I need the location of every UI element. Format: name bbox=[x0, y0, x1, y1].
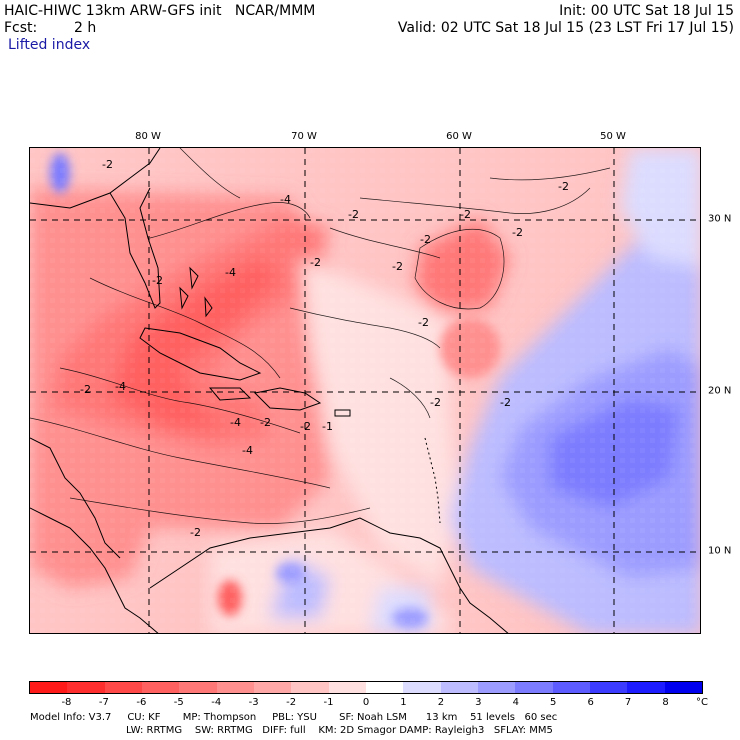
contour-label: -4 bbox=[225, 266, 236, 279]
colorbar-swatch bbox=[440, 682, 478, 693]
contour-label: -2 bbox=[260, 416, 271, 429]
south-america-north-coast bbox=[149, 517, 509, 633]
colorbar-swatch bbox=[664, 682, 702, 693]
colorbar-swatch bbox=[328, 682, 366, 693]
colorbar-tick-label: -5 bbox=[173, 697, 184, 708]
jamaica-coast bbox=[208, 387, 252, 401]
cuba-coast bbox=[139, 327, 262, 381]
contour-label: -2 bbox=[430, 396, 441, 409]
us-gulf-coast bbox=[30, 148, 161, 209]
colorbar-tick-label: -4 bbox=[211, 697, 222, 708]
contour-label: -2 bbox=[512, 226, 523, 239]
colorbar-swatch bbox=[67, 682, 105, 693]
colorbar-swatch bbox=[30, 682, 68, 693]
lesser-antilles bbox=[424, 437, 441, 524]
colorbar-swatch bbox=[104, 682, 142, 693]
colorbar-tick-label: -2 bbox=[286, 697, 297, 708]
colorbar-unit: °C bbox=[696, 697, 708, 708]
colorbar-tick-label: 2 bbox=[437, 697, 445, 708]
valid-time: Valid: 02 UTC Sat 18 Jul 15 (23 LST Fri … bbox=[397, 20, 734, 36]
lat-lon-grid bbox=[30, 148, 700, 633]
contour-label: -4 bbox=[280, 193, 291, 206]
contour-label: -2 bbox=[420, 233, 431, 246]
model-info-line1: Model Info: V3.7 CU: KF MP: Thompson PBL… bbox=[30, 712, 558, 723]
colorbar-swatch bbox=[515, 682, 553, 693]
contour-label: -2 bbox=[418, 316, 429, 329]
colorbar-swatch bbox=[365, 682, 404, 693]
central-america-west-coast bbox=[30, 507, 159, 633]
colorbar-tick-label: 6 bbox=[587, 697, 594, 708]
colorbar-tick-label: 8 bbox=[662, 697, 669, 708]
colorbar-tick-label: 4 bbox=[512, 697, 519, 708]
colorbar-swatch bbox=[291, 682, 329, 693]
colorbar-tick-label: -1 bbox=[323, 697, 334, 708]
contour-label: -2 bbox=[500, 396, 511, 409]
colorbar-tick-label: -8 bbox=[61, 697, 72, 708]
colorbar-swatch bbox=[477, 682, 516, 693]
field-name: Lifted index bbox=[8, 37, 91, 53]
lat-label-10n: 10 N bbox=[708, 545, 732, 557]
forecast-hour: 2 h bbox=[74, 20, 97, 36]
model-title: HAIC-HIWC 13km ARW-GFS init NCAR/MMM bbox=[4, 3, 316, 19]
lon-label-70w: 70 W bbox=[291, 131, 317, 142]
contour-label: -2 bbox=[190, 526, 201, 539]
colorbar-swatch bbox=[552, 682, 590, 693]
hispaniola-coast bbox=[253, 387, 322, 411]
contour-label: -2 bbox=[558, 180, 569, 193]
lat-label-20n: 20 N bbox=[708, 385, 732, 397]
colorbar-tick-label: 3 bbox=[475, 697, 482, 708]
lon-label-80w: 80 W bbox=[135, 131, 161, 142]
contour-label: -1 bbox=[322, 420, 333, 433]
contour-label: -4 bbox=[242, 444, 253, 457]
contour-label: -2 bbox=[300, 420, 311, 433]
colorbar-tick-label: 5 bbox=[550, 697, 557, 708]
contour-label: -2 bbox=[102, 158, 113, 171]
lat-label-30n: 30 N bbox=[708, 213, 732, 225]
colorbar-swatch bbox=[627, 682, 665, 693]
contour-label: -2 bbox=[392, 260, 403, 273]
colorbar-swatch bbox=[253, 682, 292, 693]
colorbar-swatch bbox=[403, 682, 441, 693]
contour-label: -2 bbox=[310, 256, 321, 269]
forecast-label: Fcst: bbox=[4, 20, 38, 36]
colorbar-tick-label: 0 bbox=[362, 697, 370, 708]
colorbar-swatch bbox=[141, 682, 180, 693]
colorbar bbox=[29, 681, 703, 694]
lon-label-60w: 60 W bbox=[446, 131, 472, 142]
bahamas-coast bbox=[179, 266, 213, 318]
colorbar-tick-label: -7 bbox=[98, 697, 109, 708]
yucatan-coast bbox=[30, 437, 121, 559]
colorbar-tick-label: -6 bbox=[136, 697, 147, 708]
colorbar-tick-label: 1 bbox=[400, 697, 407, 708]
contour-labels: -2 -2 -2 -2 -2 -2 -2 -2 -2 -2 -2 -2 -2 -… bbox=[80, 158, 569, 539]
puerto-rico-coast bbox=[334, 409, 351, 417]
contour-label: -2 bbox=[80, 383, 91, 396]
contour-label: -2 bbox=[152, 274, 163, 287]
colorbar-swatch bbox=[179, 682, 217, 693]
colorbar-tick-label: 7 bbox=[624, 697, 632, 708]
init-time: Init: 00 UTC Sat 18 Jul 15 bbox=[559, 3, 734, 19]
lifted-index-map: -2 -2 -2 -2 -2 -2 -2 -2 -2 -2 -2 -2 -2 -… bbox=[29, 147, 701, 634]
model-info-line2: LW: RRTMG SW: RRTMG DIFF: full KM: 2D Sm… bbox=[126, 725, 553, 736]
contour-label: -2 bbox=[348, 208, 359, 221]
colorbar-swatch bbox=[589, 682, 628, 693]
contour-label: -4 bbox=[230, 416, 241, 429]
contour-label: -2 bbox=[460, 208, 471, 221]
lon-label-50w: 50 W bbox=[600, 131, 626, 142]
contour-label: -4 bbox=[115, 380, 126, 393]
colorbar-tick-label: -3 bbox=[248, 697, 259, 708]
contours bbox=[30, 148, 611, 524]
colorbar-swatch bbox=[216, 682, 254, 693]
map-canvas: -2 -2 -2 -2 -2 -2 -2 -2 -2 -2 -2 -2 -2 -… bbox=[30, 148, 700, 633]
